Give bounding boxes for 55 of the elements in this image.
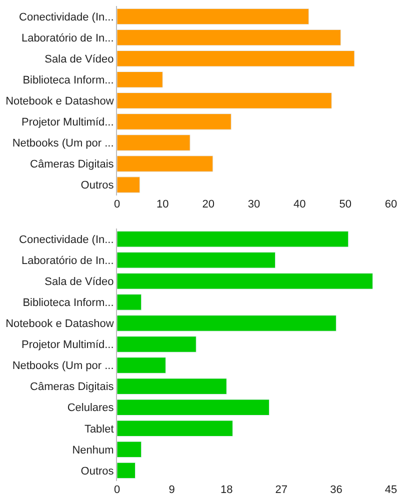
y-tick-label: Projetor Multimíd... [21, 339, 114, 352]
bar [117, 357, 166, 374]
bar [117, 156, 214, 172]
bar [117, 114, 232, 130]
x-tick-label: 0 [114, 198, 120, 210]
y-tick-label: Tablet [84, 423, 114, 436]
bar [117, 462, 136, 479]
bar [117, 378, 227, 394]
x-tick-label: 9 [168, 484, 175, 496]
y-tick-label: Biblioteca Inform... [22, 74, 114, 86]
x-tick-label: 36 [330, 484, 342, 496]
bar [117, 71, 163, 88]
bar [117, 315, 336, 332]
y-tick-label: Câmeras Digitais [30, 381, 114, 394]
y-tick-label: Laboratório de In... [21, 32, 114, 44]
y-tick-label: Conectividade (In... [19, 11, 114, 24]
bar [117, 134, 190, 151]
bar [117, 230, 349, 248]
x-tick-label: 30 [248, 198, 260, 210]
bar [117, 50, 355, 67]
y-tick-label: Netbooks (Um por ... [12, 138, 114, 150]
x-tick-label: 60 [384, 198, 398, 210]
x-tick-label: 10 [156, 198, 169, 210]
x-tick-label: 50 [339, 198, 352, 210]
bar [117, 273, 373, 290]
x-tick-label: 45 [384, 484, 398, 496]
x-tick-label: 27 [275, 484, 288, 496]
x-tick-label: 40 [294, 198, 306, 210]
x-tick-label: 20 [202, 198, 214, 210]
y-tick-label: Notebook e Datashow [6, 318, 114, 330]
x-tick-label: 0 [114, 484, 120, 496]
y-tick-label: Outros [80, 465, 114, 478]
y-tick-label: Sala de Vídeo [44, 53, 114, 66]
bar [117, 294, 142, 310]
bar [117, 29, 342, 46]
y-tick-label: Sala de Vídeo [44, 276, 114, 288]
bar [117, 399, 270, 416]
y-tick-label: Outros [80, 180, 114, 192]
y-tick-label: Conectividade (In... [19, 234, 114, 246]
bar [117, 420, 233, 437]
y-tick-label: Câmeras Digitais [30, 158, 114, 171]
bar [117, 176, 140, 193]
bar [117, 336, 196, 352]
y-tick-label: Netbooks (Um por ... [12, 360, 114, 372]
x-tick-label: 18 [220, 484, 233, 496]
y-tick-label: Projetor Multimíd... [21, 116, 114, 129]
y-tick-label: Laboratório de In... [21, 254, 114, 267]
bar [117, 441, 142, 458]
bar [117, 8, 310, 25]
y-tick-label: Notebook e Datashow [6, 96, 114, 108]
bar [117, 92, 332, 109]
y-tick-label: Biblioteca Inform... [22, 297, 114, 310]
y-tick-label: Celulares [67, 402, 114, 414]
y-tick-label: Nenhum [72, 444, 114, 456]
bar [117, 252, 276, 268]
